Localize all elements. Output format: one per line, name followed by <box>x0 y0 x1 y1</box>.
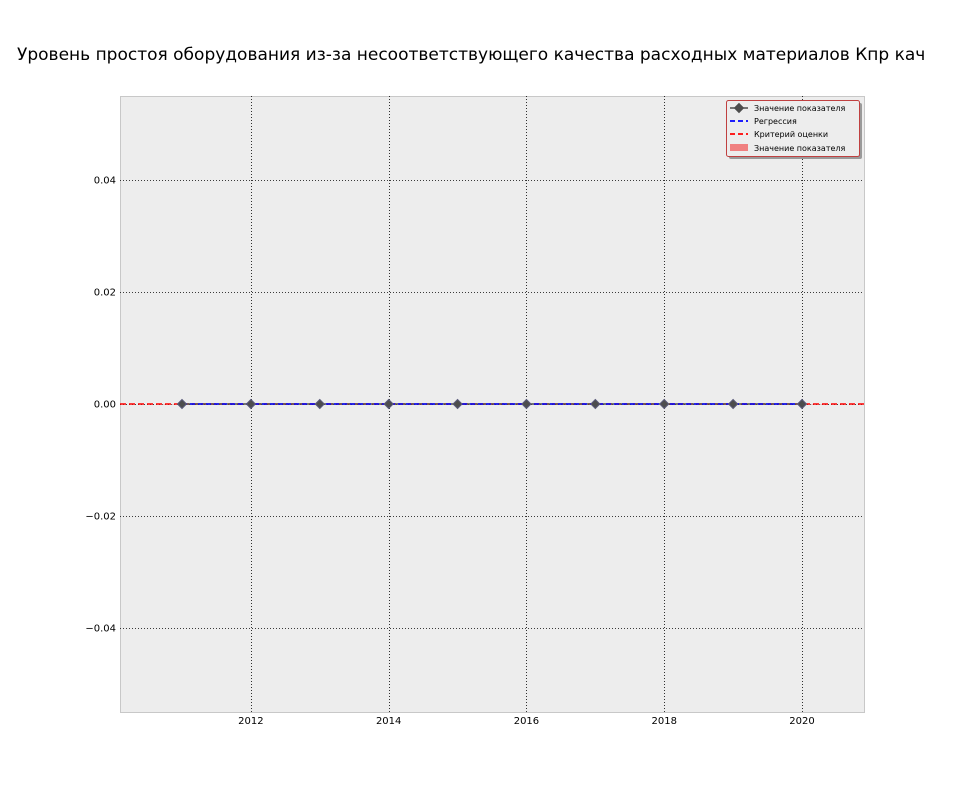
data-point <box>176 398 188 410</box>
data-point <box>727 398 739 410</box>
y-tick-label: −0.02 <box>85 512 116 523</box>
legend-label-regression: Регрессия <box>754 117 797 126</box>
legend-swatch-bar <box>730 144 748 151</box>
legend: Значение показателя Регрессия Критерий о… <box>726 100 862 159</box>
data-point <box>796 398 808 410</box>
legend-label-value: Значение показателя <box>754 104 846 113</box>
data-point <box>452 398 463 410</box>
x-tick-label: 2014 <box>376 716 401 727</box>
legend-swatch-value-marker <box>733 102 745 114</box>
data-point <box>383 398 394 410</box>
data-point <box>521 398 532 410</box>
x-axis-ticks: 2012 2014 2016 2018 2020 <box>238 716 815 727</box>
chart-title: Уровень простоя оборудования из-за несоо… <box>17 45 925 65</box>
data-point <box>659 398 670 410</box>
y-tick-label: 0.04 <box>94 176 116 187</box>
data-point <box>590 398 601 410</box>
y-axis-ticks: −0.04 −0.02 0.00 0.02 0.04 <box>85 176 116 635</box>
series <box>120 398 864 410</box>
x-tick-label: 2016 <box>514 716 539 727</box>
x-tick-label: 2012 <box>238 716 263 727</box>
y-tick-label: 0.00 <box>94 400 116 411</box>
x-tick-label: 2020 <box>789 716 814 727</box>
legend-label-criterion: Критерий оценки <box>754 130 828 139</box>
y-tick-label: −0.04 <box>85 624 116 635</box>
data-point <box>314 398 325 410</box>
y-tick-label: 0.02 <box>94 288 116 299</box>
data-point <box>245 398 257 410</box>
x-tick-label: 2018 <box>651 716 676 727</box>
legend-box <box>726 100 860 157</box>
legend-label-bar: Значение показателя <box>754 144 846 153</box>
